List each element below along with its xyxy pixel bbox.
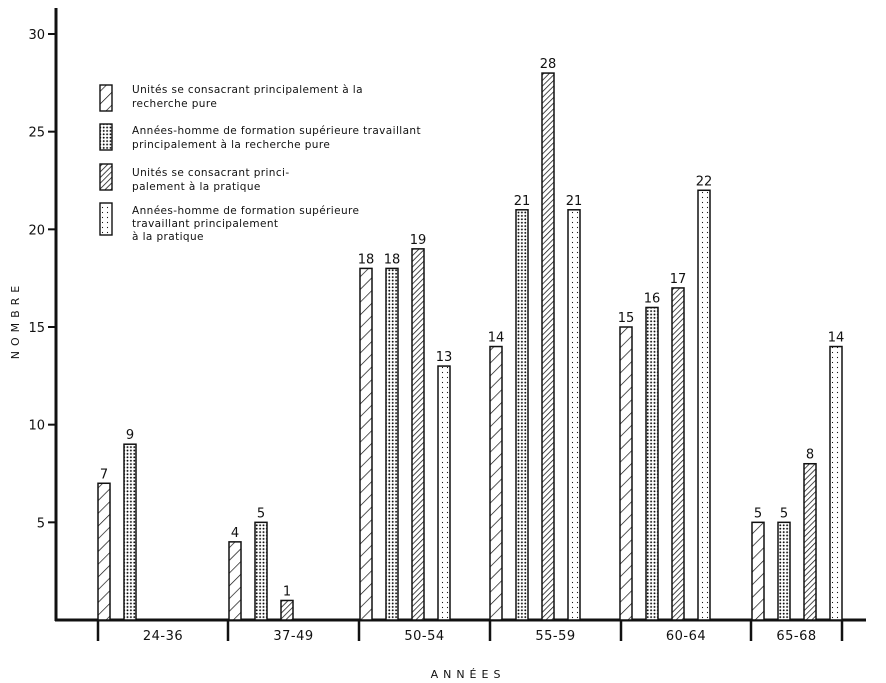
data-label-50-54-series-2: 18 [384, 252, 401, 267]
data-label-37-49-series-2: 5 [257, 506, 265, 521]
legend-text-2-1: Années-homme de formation supérieure tra… [132, 125, 421, 137]
bar-50-54-series-1 [359, 267, 373, 621]
legend-text-4-3: à la pratique [132, 231, 204, 243]
data-label-50-54-series-1: 18 [358, 252, 375, 267]
bar-50-54-series-2 [385, 267, 399, 621]
legend-swatch-4 [99, 202, 113, 236]
bar-55-59-series-3 [541, 72, 555, 621]
legend-swatch-3 [99, 163, 113, 191]
bar-60-64-series-4 [697, 189, 711, 621]
bar-65-68-series-2 [777, 521, 791, 621]
bar-60-64-series-3 [671, 287, 685, 621]
legend-swatch-2 [99, 123, 113, 151]
data-label-24-36-series-1: 7 [100, 467, 108, 482]
data-label-55-59-series-1: 14 [488, 331, 505, 346]
data-label-65-68-series-3: 8 [806, 448, 814, 463]
legend-text-1-1: Unités se consacrant principalement à la [132, 84, 363, 96]
bar-60-64-series-2 [645, 306, 659, 621]
x-category-label-2: 50-54 [404, 629, 444, 644]
legend-text-4-1: Années-homme de formation supérieure [132, 205, 359, 217]
bar-65-68-series-3 [803, 462, 817, 621]
legend-item-3: Unités se consacrant princi- palement à … [99, 163, 293, 193]
plot-area: 5 10 15 20 25 30 24-36 7 9 37-49 4 5 1 50-54 18 18 19 13 5… [28, 8, 866, 644]
legend-text-2-2: principalement à la recherche pure [132, 139, 330, 151]
data-label-60-64-series-3: 17 [670, 272, 687, 287]
y-axis-title: NOMBRE [9, 281, 22, 360]
data-label-65-68-series-1: 5 [754, 506, 762, 521]
bar-65-68-series-1 [751, 521, 765, 621]
legend-text-1-2: recherche pure [132, 98, 217, 110]
legend-item-4: Années-homme de formation supérieure tra… [99, 202, 363, 243]
data-label-50-54-series-3: 19 [410, 233, 427, 248]
x-category-label-0: 24-36 [143, 629, 183, 644]
bar-37-49-series-3 [280, 599, 294, 621]
data-label-60-64-series-4: 22 [696, 174, 713, 189]
y-tick-label-5: 5 [37, 516, 45, 531]
bar-24-36-series-2 [123, 443, 137, 621]
bar-24-36-series-1 [97, 482, 111, 621]
y-tick-label-30: 30 [28, 28, 45, 43]
x-category-label-4: 60-64 [666, 629, 706, 644]
y-tick-label-10: 10 [28, 419, 45, 434]
legend: Unités se consacrant principalement à la… [99, 84, 425, 243]
data-label-55-59-series-2: 21 [514, 194, 531, 209]
data-label-60-64-series-2: 16 [644, 291, 661, 306]
x-category-label-5: 65-68 [776, 629, 816, 644]
x-category-label-1: 37-49 [273, 629, 313, 644]
y-tick-label-15: 15 [28, 321, 45, 336]
bar-55-59-series-4 [567, 209, 581, 621]
x-category-label-3: 55-59 [535, 629, 575, 644]
svg-text:Années-homme de formation supé: Années-homme de formation supérieure tra… [132, 125, 425, 151]
bar-65-68-series-4 [829, 345, 843, 621]
svg-text:Unités se consacrant princi-: Unités se consacrant princi- palement à … [132, 167, 293, 193]
data-label-37-49-series-1: 4 [231, 526, 239, 541]
data-label-55-59-series-4: 21 [566, 194, 583, 209]
data-label-55-59-series-3: 28 [540, 57, 557, 72]
bar-37-49-series-1 [228, 541, 242, 621]
data-label-24-36-series-2: 9 [126, 428, 134, 443]
x-axis-title: ANNÉES [431, 668, 506, 681]
data-label-65-68-series-2: 5 [780, 506, 788, 521]
legend-text-3-1: Unités se consacrant princi- [132, 167, 290, 179]
bar-50-54-series-4 [437, 365, 451, 621]
y-tick-label-20: 20 [28, 223, 45, 238]
data-label-60-64-series-1: 15 [618, 311, 635, 326]
bar-50-54-series-3 [411, 248, 425, 621]
bar-60-64-series-1 [619, 326, 633, 621]
data-label-50-54-series-4: 13 [436, 350, 453, 365]
legend-item-1: Unités se consacrant principalement à la… [99, 84, 367, 112]
svg-text:Années-homme de formation supé: Années-homme de formation supérieure tra… [132, 205, 363, 243]
bar-55-59-series-2 [515, 209, 529, 621]
legend-swatch-1 [99, 84, 113, 112]
bar-37-49-series-2 [254, 521, 268, 621]
bar-55-59-series-1 [489, 345, 503, 621]
legend-text-3-2: palement à la pratique [132, 181, 261, 193]
y-tick-label-25: 25 [28, 126, 45, 141]
data-label-65-68-series-4: 14 [828, 331, 845, 346]
data-label-37-49-series-3: 1 [283, 584, 291, 599]
legend-item-2: Années-homme de formation supérieure tra… [99, 123, 425, 151]
legend-text-4-2: travaillant principalement [132, 218, 278, 230]
svg-text:Unités se consacrant principal: Unités se consacrant principalement à la… [132, 84, 367, 110]
